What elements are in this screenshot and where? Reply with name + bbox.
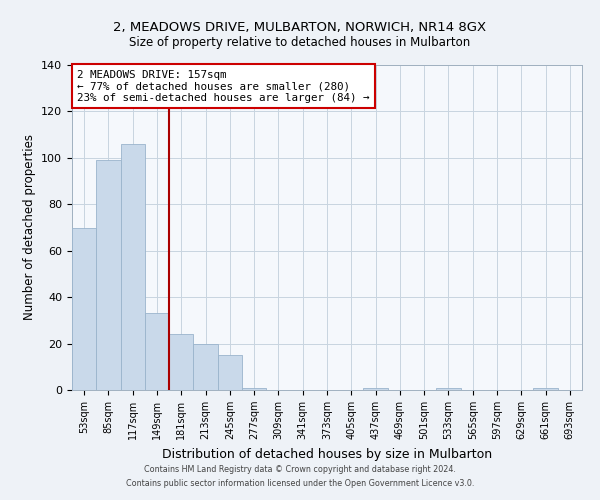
Bar	[364, 388, 388, 390]
Bar	[193, 344, 218, 390]
Bar	[533, 388, 558, 390]
X-axis label: Distribution of detached houses by size in Mulbarton: Distribution of detached houses by size …	[162, 448, 492, 460]
Bar	[145, 314, 169, 390]
Bar	[72, 228, 96, 390]
Bar	[169, 334, 193, 390]
Bar	[121, 144, 145, 390]
Bar	[436, 388, 461, 390]
Text: Contains HM Land Registry data © Crown copyright and database right 2024.
Contai: Contains HM Land Registry data © Crown c…	[126, 466, 474, 487]
Text: Size of property relative to detached houses in Mulbarton: Size of property relative to detached ho…	[130, 36, 470, 49]
Text: 2, MEADOWS DRIVE, MULBARTON, NORWICH, NR14 8GX: 2, MEADOWS DRIVE, MULBARTON, NORWICH, NR…	[113, 21, 487, 34]
Bar	[218, 355, 242, 390]
Y-axis label: Number of detached properties: Number of detached properties	[23, 134, 35, 320]
Text: 2 MEADOWS DRIVE: 157sqm
← 77% of detached houses are smaller (280)
23% of semi-d: 2 MEADOWS DRIVE: 157sqm ← 77% of detache…	[77, 70, 370, 103]
Bar	[242, 388, 266, 390]
Bar	[96, 160, 121, 390]
